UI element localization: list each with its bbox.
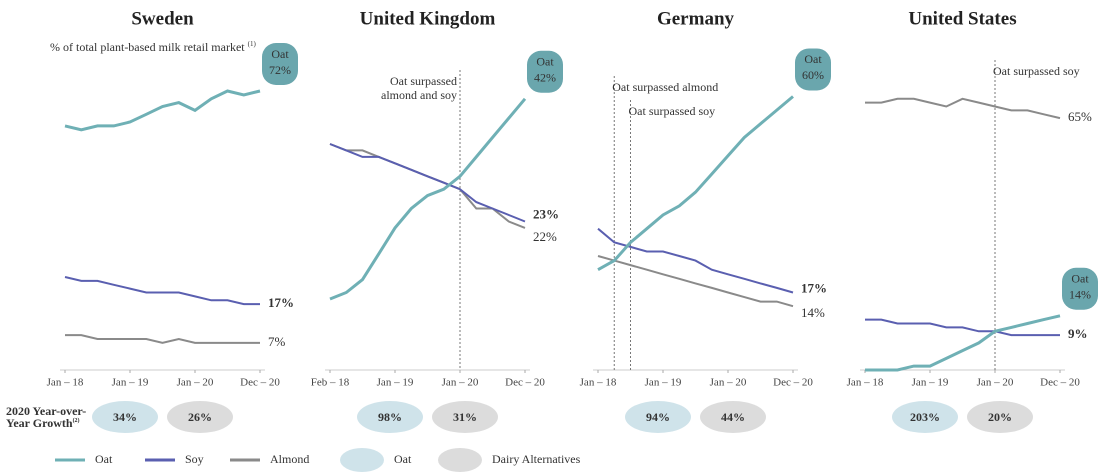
end-bubble-name: Oat [271, 47, 289, 61]
end-bubble-name: Oat [536, 55, 554, 69]
x-tick-label: Dec – 20 [505, 377, 545, 389]
x-tick-label: Jan – 20 [977, 377, 1014, 389]
growth-bubble [357, 401, 423, 433]
series-line [865, 318, 1060, 337]
growth-value: 98% [378, 410, 402, 424]
series-line [64, 276, 260, 306]
series-line [597, 227, 794, 294]
x-tick-label: Jan – 18 [847, 377, 884, 389]
end-bubble [795, 48, 831, 91]
end-label: 72% [269, 63, 291, 77]
growth-value: 203% [910, 410, 940, 424]
annotation: Oat surpassed [390, 74, 457, 88]
growth-bubble [167, 401, 233, 433]
legend-label: Oat [394, 452, 412, 466]
legend-label: Oat [95, 452, 113, 466]
end-label: 22% [533, 229, 557, 244]
growth-value: 26% [188, 410, 212, 424]
x-tick-label: Dec – 20 [1040, 377, 1080, 389]
end-bubble [1062, 267, 1098, 310]
x-tick-label: Jan – 20 [710, 377, 747, 389]
annotation: Oat surpassed soy [993, 64, 1080, 78]
panel-title: Sweden [131, 8, 194, 29]
end-label: 14% [801, 305, 825, 320]
x-tick-label: Jan – 19 [645, 377, 682, 389]
x-tick-label: Dec – 20 [240, 377, 280, 389]
growth-title: 2020 Year-over- [6, 404, 86, 418]
growth-bubble [625, 401, 691, 433]
growth-value: 34% [113, 410, 137, 424]
end-bubble-name: Oat [804, 52, 822, 66]
end-label: 7% [268, 334, 286, 349]
x-tick-label: Feb – 18 [311, 377, 350, 389]
subtitle-note: (1) [248, 40, 257, 48]
end-bubble [262, 43, 298, 85]
growth-value: 94% [646, 410, 670, 424]
legend-bubble [340, 448, 384, 472]
annotation: almond and soy [381, 88, 457, 102]
growth-bubble [92, 401, 158, 433]
series-line [597, 255, 794, 308]
end-bubble [527, 50, 563, 93]
growth-bubble [700, 401, 766, 433]
annotation: Oat surpassed almond [612, 80, 718, 94]
series-line [597, 95, 794, 272]
x-tick-label: Jan – 19 [912, 377, 949, 389]
growth-bubble [892, 401, 958, 433]
x-tick-label: Jan – 19 [377, 377, 414, 389]
growth-bubble [967, 401, 1033, 433]
subtitle: % of total plant-based milk retail marke… [50, 40, 256, 54]
x-tick-label: Jan – 20 [442, 377, 479, 389]
growth-value: 31% [453, 410, 477, 424]
series-line [64, 89, 261, 132]
end-label: 17% [268, 295, 294, 310]
growth-bubble [432, 401, 498, 433]
series-line [329, 143, 526, 223]
x-tick-label: Jan – 18 [580, 377, 617, 389]
growth-note: (2) [73, 417, 80, 424]
end-bubble-name: Oat [1071, 272, 1089, 286]
growth-title-text: Year Growth [6, 416, 73, 430]
annotation: Oat surpassed soy [629, 104, 716, 118]
x-tick-label: Jan – 20 [177, 377, 214, 389]
end-label: 23% [533, 206, 559, 221]
end-label: 17% [801, 280, 827, 295]
end-label: 60% [802, 68, 824, 82]
panel-title: United Kingdom [360, 8, 496, 29]
legend-label: Dairy Alternatives [492, 452, 581, 466]
growth-value: 44% [721, 410, 745, 424]
x-tick-label: Dec – 20 [773, 377, 813, 389]
growth-title: Year Growth(2) [6, 416, 80, 430]
growth-title-text: 2020 Year-over- [6, 404, 86, 418]
series-line [865, 97, 1061, 120]
x-tick-label: Jan – 19 [112, 377, 149, 389]
x-tick-label: Jan – 18 [47, 377, 84, 389]
subtitle-text: % of total plant-based milk retail marke… [50, 40, 245, 54]
end-label: 14% [1069, 288, 1091, 302]
legend-bubble [438, 448, 482, 472]
series-line [329, 97, 527, 301]
panel-title: United States [908, 8, 1016, 29]
panel-title: Germany [657, 8, 735, 29]
end-label: 42% [534, 71, 556, 85]
end-label: 9% [1068, 326, 1088, 341]
series-line [65, 334, 260, 344]
end-label: 65% [1068, 109, 1092, 124]
legend-label: Soy [185, 452, 204, 466]
series-line [865, 314, 1061, 372]
legend-label: Almond [270, 452, 309, 466]
growth-value: 20% [988, 410, 1012, 424]
